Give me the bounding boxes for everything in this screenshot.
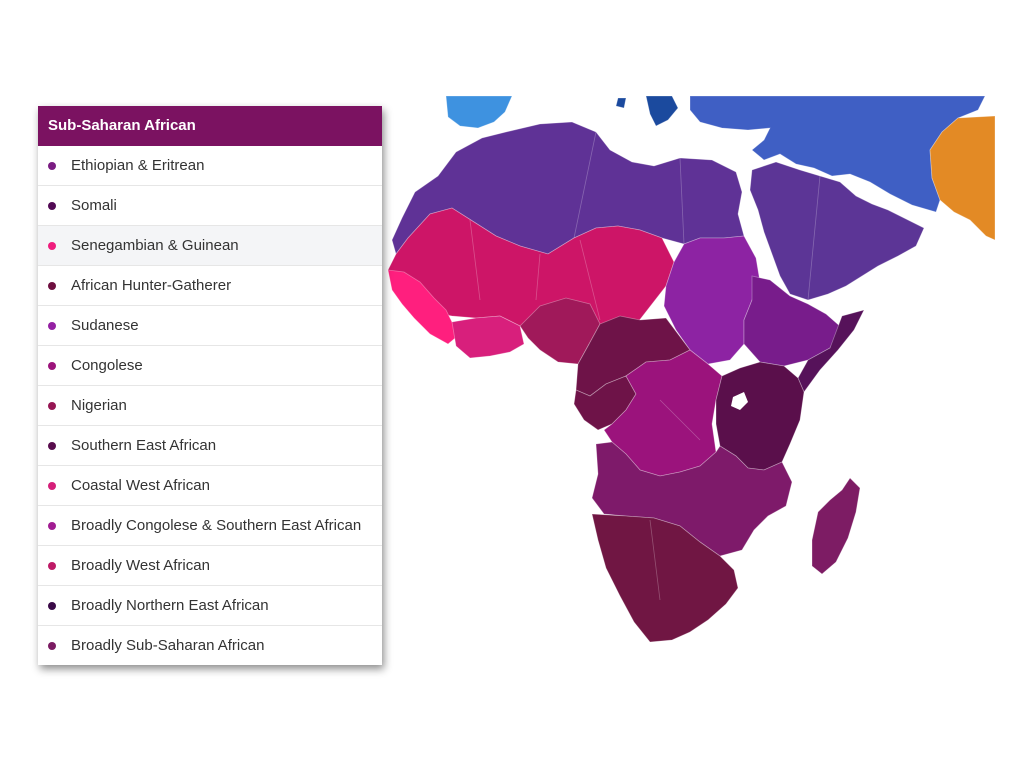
legend-color-dot-icon [48, 401, 56, 410]
legend-color-dot-icon [48, 481, 56, 490]
region-southern-africa[interactable] [591, 513, 739, 643]
legend-color-dot-icon [48, 361, 56, 370]
legend-item[interactable]: Broadly Northern East African [38, 585, 382, 625]
legend-color-dot-icon [48, 161, 56, 170]
legend-item-label: Broadly Congolese & Southern East Africa… [71, 517, 362, 534]
legend-items-list: Ethiopian & Eritrean Somali Senegambian & … [38, 146, 382, 665]
legend-color-dot-icon [48, 441, 56, 450]
legend-color-dot-icon [48, 561, 56, 570]
legend-item-label: Ethiopian & Eritrean [71, 157, 205, 174]
legend-header: Sub-Saharan African [38, 106, 382, 146]
legend-item[interactable]: Coastal West African [38, 465, 382, 505]
legend-color-dot-icon [48, 281, 56, 290]
legend-color-dot-icon [48, 321, 56, 330]
region-south-asia[interactable] [929, 115, 996, 241]
legend-color-dot-icon [48, 521, 56, 530]
legend-item-label: Broadly Sub-Saharan African [71, 637, 265, 654]
region-island-dot[interactable] [615, 97, 627, 109]
country-borders [469, 131, 821, 601]
region-greece[interactable] [645, 95, 679, 127]
legend-color-dot-icon [48, 241, 56, 250]
legend-item-label: African Hunter-Gatherer [71, 277, 232, 294]
legend-item-label: Senegambian & Guinean [71, 237, 239, 254]
legend-item-label: Coastal West African [71, 477, 210, 494]
legend-item-label: Congolese [71, 357, 143, 374]
legend-item[interactable]: Broadly Congolese & Southern East Africa… [38, 505, 382, 545]
legend-item[interactable]: Somali [38, 185, 382, 225]
legend-item[interactable]: Broadly Sub-Saharan African [38, 625, 382, 665]
legend-item-label: Somali [71, 197, 117, 214]
region-madagascar[interactable] [811, 477, 861, 575]
legend-color-dot-icon [48, 201, 56, 210]
legend-item[interactable]: Ethiopian & Eritrean [38, 146, 382, 185]
legend-item[interactable]: Congolese [38, 345, 382, 385]
legend-color-dot-icon [48, 601, 56, 610]
region-europe-west[interactable] [445, 95, 513, 129]
legend-item[interactable]: Southern East African [38, 425, 382, 465]
legend-item[interactable]: Senegambian & Guinean [38, 225, 382, 265]
region-arabian-peninsula[interactable] [749, 161, 925, 301]
legend-item[interactable]: Nigerian [38, 385, 382, 425]
legend-item-label: Broadly Northern East African [71, 597, 269, 614]
legend-item-label: Broadly West African [71, 557, 210, 574]
region-coastal-west-africa[interactable] [451, 315, 525, 359]
legend-item[interactable]: Sudanese [38, 305, 382, 345]
legend-item-label: Southern East African [71, 437, 217, 454]
legend-item-label: Nigerian [71, 397, 127, 414]
legend-item[interactable]: Broadly West African [38, 545, 382, 585]
legend-color-dot-icon [48, 641, 56, 650]
lake-victoria [731, 392, 748, 410]
region-somalia[interactable] [797, 309, 865, 393]
legend-item-label: Sudanese [71, 317, 139, 334]
ancestry-legend: Sub-Saharan African Ethiopian & Eritrean… [38, 106, 382, 665]
legend-item[interactable]: African Hunter-Gatherer [38, 265, 382, 305]
region-east-africa[interactable] [715, 361, 805, 471]
